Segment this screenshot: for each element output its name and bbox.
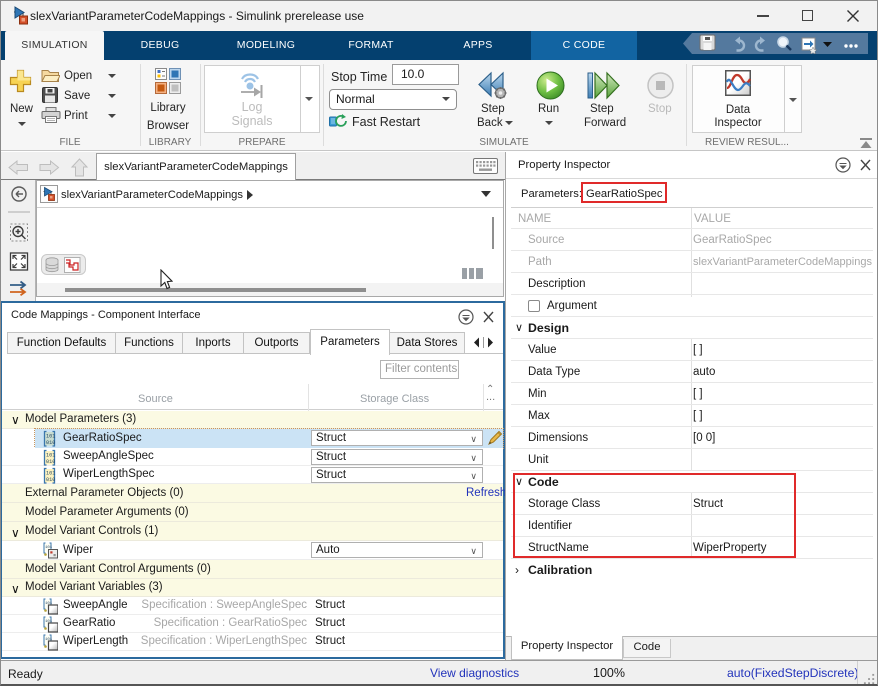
svg-text:010: 010 [46, 459, 55, 465]
svg-text:010: 010 [46, 477, 55, 483]
svg-text:101: 101 [45, 602, 53, 606]
svg-text:101: 101 [45, 546, 53, 550]
svg-text:101: 101 [45, 620, 53, 624]
svg-text:101: 101 [46, 453, 55, 459]
svg-text:010: 010 [46, 440, 55, 446]
svg-text:101: 101 [46, 434, 55, 440]
svg-text:101: 101 [45, 638, 53, 642]
svg-text:101: 101 [46, 471, 55, 477]
